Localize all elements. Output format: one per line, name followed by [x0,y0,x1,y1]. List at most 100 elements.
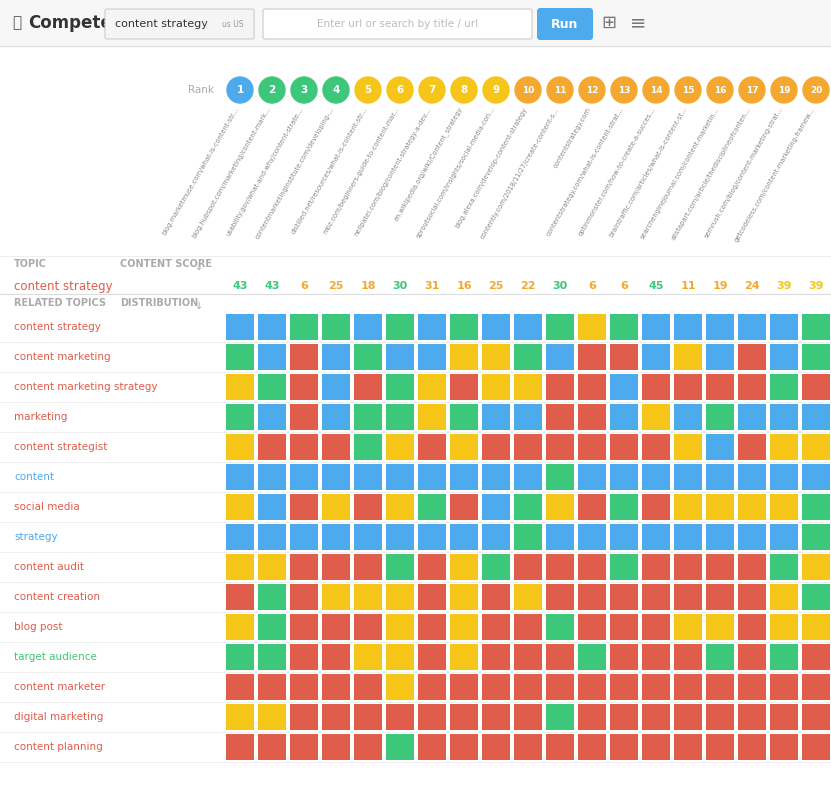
Bar [642,374,670,400]
Text: 22: 22 [520,281,536,291]
Bar [258,314,286,340]
Text: semrush.com/blog/content-marketing-strat...: semrush.com/blog/content-marketing-strat… [704,106,784,239]
Bar [322,314,350,340]
Bar [450,704,478,730]
Bar [802,374,830,400]
Circle shape [707,77,733,103]
Text: 31: 31 [425,281,440,291]
Bar [642,524,670,550]
Bar [258,524,286,550]
Circle shape [579,77,605,103]
Text: social media: social media [14,502,80,512]
Bar [258,464,286,490]
Bar [482,494,510,520]
Bar [706,644,734,670]
Bar [290,494,318,520]
Bar [642,344,670,370]
Text: content creation: content creation [14,592,100,602]
Text: 1: 1 [236,85,243,95]
Bar [450,374,478,400]
Circle shape [227,77,253,103]
Bar [674,614,702,640]
Bar [386,434,414,460]
Bar [258,434,286,460]
Bar [578,524,606,550]
Bar [770,524,798,550]
Bar [802,674,830,700]
Bar [674,494,702,520]
Bar [738,674,766,700]
Bar [290,464,318,490]
Bar [290,524,318,550]
Bar [642,704,670,730]
Text: 12: 12 [586,85,598,95]
Text: Run: Run [551,17,578,31]
Bar [290,644,318,670]
Bar [226,374,254,400]
Bar [706,464,734,490]
Bar [706,704,734,730]
Bar [354,524,382,550]
Bar [482,374,510,400]
Bar [578,554,606,580]
Bar [642,644,670,670]
Text: target audience: target audience [14,652,97,662]
Bar [322,524,350,550]
Bar [450,464,478,490]
Bar [802,524,830,550]
Bar [482,554,510,580]
Text: getcodeless.com/content-marketing-framew...: getcodeless.com/content-marketing-framew… [734,106,816,242]
Bar [738,734,766,760]
Bar [738,704,766,730]
Bar [418,314,446,340]
Circle shape [259,77,285,103]
Bar [354,314,382,340]
Bar [578,614,606,640]
Bar [418,464,446,490]
Bar [706,434,734,460]
Text: 20: 20 [810,85,822,95]
Text: 19: 19 [712,281,728,291]
Bar [354,344,382,370]
Bar [802,434,830,460]
Bar [610,494,638,520]
Text: 16: 16 [456,281,472,291]
Bar [354,434,382,460]
Bar [386,494,414,520]
Bar [738,464,766,490]
Bar [450,314,478,340]
Circle shape [291,77,317,103]
Bar [546,704,574,730]
Bar [674,434,702,460]
Bar [450,344,478,370]
Bar [482,734,510,760]
Bar [738,524,766,550]
Bar [578,314,606,340]
Bar [546,344,574,370]
Bar [802,584,830,610]
Bar [258,374,286,400]
Bar [322,494,350,520]
Text: Rank: Rank [188,85,214,95]
Bar [674,344,702,370]
Bar [674,584,702,610]
Bar [802,464,830,490]
Bar [418,584,446,610]
Text: content planning: content planning [14,742,103,752]
Text: content: content [14,472,54,482]
Bar [642,614,670,640]
Bar [514,524,542,550]
Bar [706,344,734,370]
Bar [514,644,542,670]
Text: optinmonster.com/how-to-create-a-succes...: optinmonster.com/how-to-create-a-succes.… [577,106,656,237]
Bar [770,554,798,580]
Bar [482,614,510,640]
Bar [386,524,414,550]
Bar [482,344,510,370]
Text: usability.gov/what-and-why/content-strate...: usability.gov/what-and-why/content-strat… [225,106,304,237]
Bar [386,464,414,490]
Text: ≡: ≡ [630,13,647,32]
Bar [610,614,638,640]
Bar [482,314,510,340]
Bar [802,554,830,580]
